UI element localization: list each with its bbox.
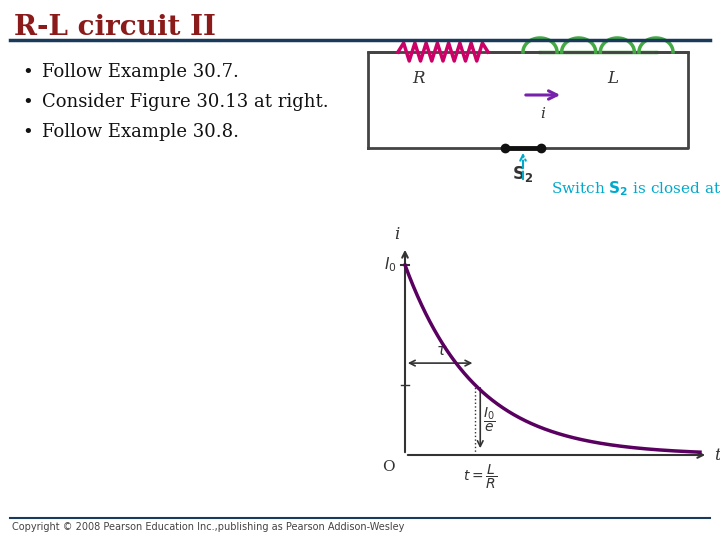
Text: $\tau$: $\tau$: [436, 344, 448, 358]
Text: Follow Example 30.7.: Follow Example 30.7.: [42, 63, 239, 81]
Text: L: L: [608, 70, 618, 87]
Text: $I_0$: $I_0$: [384, 255, 397, 274]
Text: •: •: [22, 93, 33, 111]
Text: O: O: [382, 460, 395, 474]
Text: i: i: [541, 107, 546, 121]
Text: i: i: [395, 226, 400, 243]
Text: $\dfrac{I_0}{e}$: $\dfrac{I_0}{e}$: [483, 406, 496, 434]
Text: Copyright © 2008 Pearson Education Inc.,publishing as Pearson Addison-Wesley: Copyright © 2008 Pearson Education Inc.,…: [12, 522, 405, 532]
Text: Consider Figure 30.13 at right.: Consider Figure 30.13 at right.: [42, 93, 328, 111]
Text: Switch $\mathbf{S_2}$ is closed at $t$ = 0.: Switch $\mathbf{S_2}$ is closed at $t$ =…: [551, 179, 720, 198]
Text: R-L circuit II: R-L circuit II: [14, 14, 216, 41]
Text: •: •: [22, 123, 33, 141]
Text: •: •: [22, 63, 33, 81]
Text: $t = \dfrac{L}{R}$: $t = \dfrac{L}{R}$: [463, 463, 498, 491]
Text: t: t: [714, 447, 720, 463]
Text: Follow Example 30.8.: Follow Example 30.8.: [42, 123, 239, 141]
Text: $\mathbf{S_2}$: $\mathbf{S_2}$: [513, 164, 534, 184]
Text: R: R: [412, 70, 424, 87]
